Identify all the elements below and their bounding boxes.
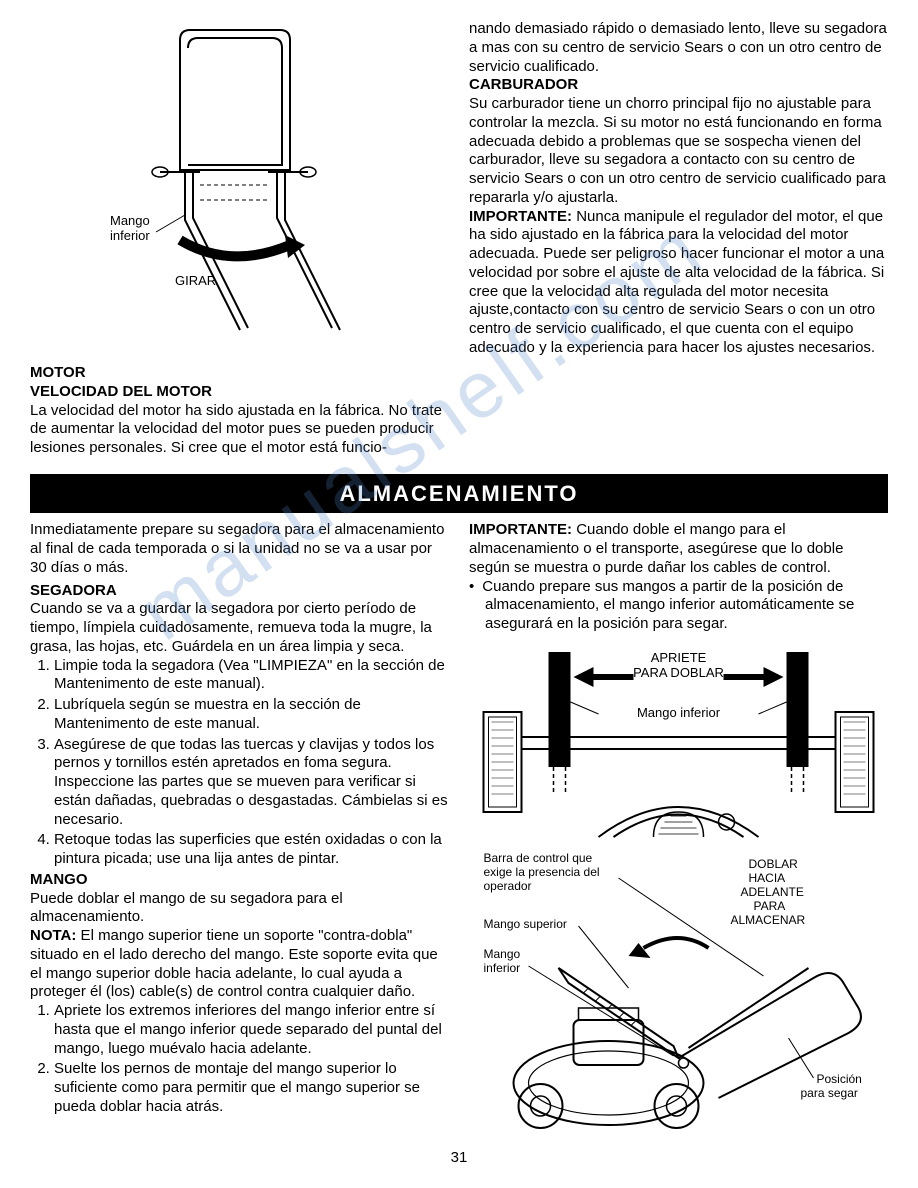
- top-section: Mango inferior GIRAR MOTOR VELOCIDAD DEL…: [30, 20, 888, 458]
- carburador-heading: CARBURADOR: [469, 76, 888, 95]
- bottom-section: Inmediatamente prepare su segadora para …: [30, 521, 888, 1168]
- importante-paragraph: IMPORTANTE: Nunca manipule el regulador …: [469, 208, 888, 358]
- importante-label: IMPORTANTE:: [469, 208, 572, 225]
- svg-text:Barra de control que: Barra de control que: [484, 851, 593, 865]
- svg-text:APRIETE: APRIETE: [651, 650, 707, 665]
- figure-squeeze-handles: APRIETE PARA DOBLAR Mango inferior: [469, 642, 888, 842]
- svg-text:ADELANTE: ADELANTE: [741, 885, 804, 899]
- svg-text:DOBLAR: DOBLAR: [749, 857, 799, 871]
- list-item: Apriete los extremos inferiores del mang…: [54, 1002, 449, 1058]
- svg-text:PARA DOBLAR: PARA DOBLAR: [633, 665, 724, 680]
- continued-paragraph: nando demasiado rápido o demasiado lento…: [469, 20, 888, 76]
- svg-text:Mango: Mango: [484, 947, 521, 961]
- svg-text:PARA: PARA: [754, 899, 786, 913]
- mango-paragraph1: Puede doblar el mango de su segadora par…: [30, 890, 449, 928]
- velocidad-paragraph: La velocidad del motor ha sido ajustada …: [30, 402, 449, 458]
- top-right-column: nando demasiado rápido o demasiado lento…: [469, 20, 888, 458]
- svg-text:para segar: para segar: [801, 1086, 858, 1100]
- top-left-column: Mango inferior GIRAR MOTOR VELOCIDAD DEL…: [30, 20, 449, 458]
- list-item: Suelte los pernos de montaje del mango s…: [54, 1060, 449, 1116]
- importante2-label: IMPORTANTE:: [469, 521, 572, 538]
- svg-text:inferior: inferior: [484, 961, 521, 975]
- mango-heading: MANGO: [30, 871, 449, 890]
- list-item: Lubríquela según se muestra en la secció…: [54, 696, 449, 734]
- carburador-paragraph: Su carburador tiene un chorro principal …: [469, 95, 888, 208]
- figure-handle-rotation: Mango inferior GIRAR: [30, 20, 449, 360]
- figure-fold-side-view: Barra de control que exige la presencia …: [469, 848, 888, 1138]
- svg-text:HACIA: HACIA: [749, 871, 786, 885]
- nota-paragraph: NOTA: El mango superior tiene un soporte…: [30, 927, 449, 1002]
- storage-intro: Inmediatamente prepare su segadora para …: [30, 521, 449, 577]
- bottom-left-column: Inmediatamente prepare su segadora para …: [30, 521, 449, 1168]
- page-number: 31: [451, 1149, 468, 1168]
- importante2-paragraph: IMPORTANTE: Cuando doble el mango para e…: [469, 521, 888, 577]
- section-banner: ALMACENAMIENTO: [30, 474, 888, 514]
- segadora-paragraph: Cuando se va a guardar la segadora por c…: [30, 600, 449, 656]
- svg-text:Mango inferior: Mango inferior: [637, 705, 721, 720]
- velocidad-heading: VELOCIDAD DEL MOTOR: [30, 383, 449, 402]
- list-item: Asegúrese de que todas las tuercas y cla…: [54, 736, 449, 830]
- svg-text:operador: operador: [484, 879, 532, 893]
- segadora-list: Limpie toda la segadora (Vea "LIMPIEZA" …: [30, 657, 449, 869]
- svg-text:ALMACENAR: ALMACENAR: [731, 913, 806, 927]
- motor-heading: MOTOR: [30, 364, 449, 383]
- list-item: Limpie toda la segadora (Vea "LIMPIEZA" …: [54, 657, 449, 695]
- bottom-right-column: IMPORTANTE: Cuando doble el mango para e…: [469, 521, 888, 1168]
- segadora-heading: SEGADORA: [30, 582, 449, 601]
- mango-list: Apriete los extremos inferiores del mang…: [30, 1002, 449, 1117]
- nota-label: NOTA:: [30, 927, 76, 944]
- fig1-girar-label: GIRAR: [175, 273, 216, 288]
- svg-text:exige la presencia del: exige la presencia del: [484, 865, 600, 879]
- page-container: Mango inferior GIRAR MOTOR VELOCIDAD DEL…: [30, 20, 888, 1168]
- svg-text:inferior: inferior: [110, 228, 150, 243]
- list-item: Retoque todas las superficies que estén …: [54, 831, 449, 869]
- bullet-list: Cuando prepare sus mangos a partir de la…: [469, 578, 888, 634]
- svg-text:Posición: Posición: [817, 1072, 862, 1086]
- svg-text:Mango superior: Mango superior: [484, 917, 567, 931]
- list-item: Cuando prepare sus mangos a partir de la…: [485, 578, 888, 634]
- fig1-mango-inferior-label: Mango: [110, 213, 150, 228]
